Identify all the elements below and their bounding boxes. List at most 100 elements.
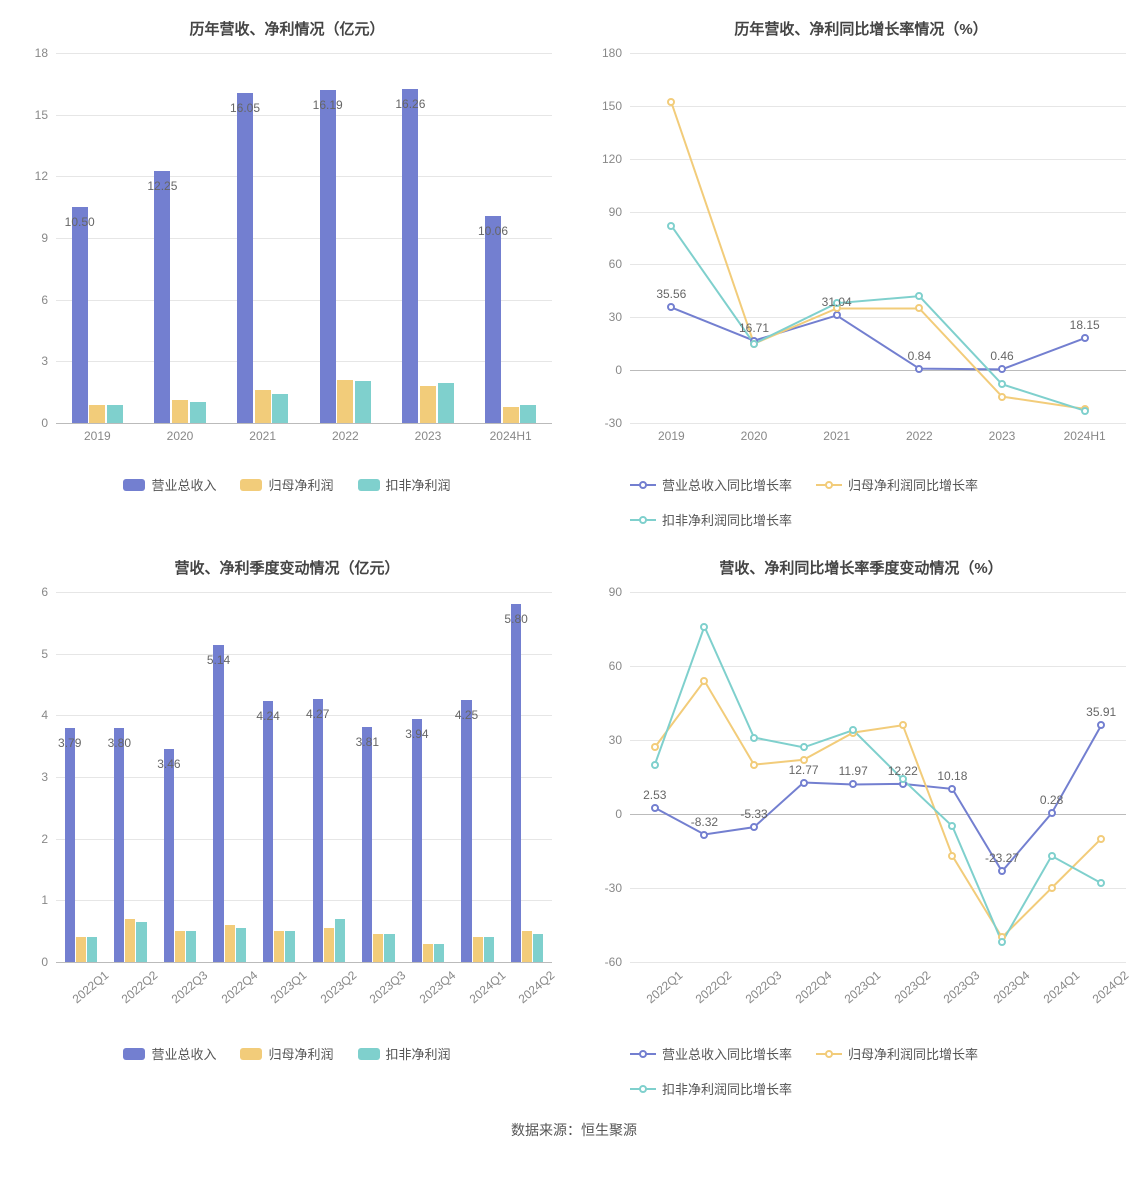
bar: [164, 749, 174, 962]
bar: [402, 89, 418, 423]
x-tick-label: 2020: [167, 429, 194, 443]
chart-panel-annual-growth: 历年营收、净利同比增长率情况（%）-3003060901201501802019…: [584, 10, 1138, 529]
line-marker: [1097, 835, 1105, 843]
value-label: 16.19: [313, 98, 343, 112]
bar: [313, 699, 323, 962]
value-label: 10.06: [478, 224, 508, 238]
bar: [237, 93, 253, 423]
value-label: -23.27: [985, 851, 1019, 865]
legend-item: 营业总收入同比增长率: [630, 1044, 792, 1063]
line-marker: [750, 823, 758, 831]
legend-item: 扣非净利润: [358, 1044, 451, 1063]
line-marker: [800, 779, 808, 787]
x-tick-label: 2022Q2: [693, 968, 735, 1006]
line-marker: [1048, 852, 1056, 860]
value-label: 0.46: [990, 349, 1013, 363]
bar: [511, 604, 521, 962]
x-tick-label: 2024Q1: [1040, 968, 1082, 1006]
legend-item: 归母净利润同比增长率: [816, 475, 978, 494]
bar: [324, 928, 334, 962]
bar: [373, 934, 383, 962]
line-marker: [998, 938, 1006, 946]
value-label: 12.77: [789, 763, 819, 777]
x-tick-label: 2023Q1: [268, 968, 310, 1006]
value-label: -5.33: [740, 807, 767, 821]
line-marker: [800, 743, 808, 751]
bar: [136, 922, 146, 962]
x-tick-label: 2021: [249, 429, 276, 443]
line-marker: [915, 304, 923, 312]
legend-label: 扣非净利润: [386, 1044, 451, 1063]
x-tick-label: 2020: [741, 429, 768, 443]
value-label: 12.22: [888, 764, 918, 778]
chart-panel-quarterly-revenue: 营收、净利季度变动情况（亿元）01234562022Q13.792022Q23.…: [10, 549, 564, 1098]
value-label: 11.97: [839, 764, 868, 778]
chart-panel-annual-revenue: 历年营收、净利情况（亿元）0369121518201910.50202012.2…: [10, 10, 564, 529]
legend-label: 归母净利润: [268, 1044, 333, 1063]
bar: [263, 701, 273, 962]
legend-label: 扣非净利润同比增长率: [662, 1079, 792, 1098]
legend-swatch: [630, 479, 656, 491]
x-tick-label: 2022Q3: [169, 968, 211, 1006]
value-label: 16.26: [395, 97, 425, 111]
line-marker: [700, 623, 708, 631]
legend-label: 归母净利润: [268, 475, 333, 494]
value-label: 3.79: [58, 736, 81, 750]
legend-label: 营业总收入: [151, 475, 216, 494]
x-tick-label: 2021: [823, 429, 850, 443]
x-tick-label: 2024Q2: [1090, 968, 1132, 1006]
line-marker: [750, 734, 758, 742]
legend: 营业总收入同比增长率 归母净利润同比增长率扣非净利润同比增长率: [584, 1044, 1138, 1098]
bar: [335, 919, 345, 962]
legend-item: 营业总收入同比增长率: [630, 475, 792, 494]
bar: [125, 919, 135, 962]
line-marker: [998, 867, 1006, 875]
bar: [320, 90, 336, 423]
line-marker: [849, 780, 857, 788]
line-marker: [1048, 884, 1056, 892]
legend-label: 归母净利润同比增长率: [848, 1044, 978, 1063]
value-label: 35.56: [656, 287, 686, 301]
x-tick-label: 2022Q1: [643, 968, 685, 1006]
line-marker: [915, 365, 923, 373]
bar: [337, 380, 353, 423]
bar: [423, 944, 433, 963]
bar: [225, 925, 235, 962]
legend-swatch: [630, 514, 656, 526]
bar: [355, 381, 371, 423]
bar: [213, 645, 223, 962]
x-tick-label: 2024H1: [1064, 429, 1106, 443]
x-tick-label: 2022Q4: [792, 968, 834, 1006]
line-marker: [833, 311, 841, 319]
value-label: 3.46: [157, 757, 180, 771]
bar: [438, 383, 454, 423]
legend: 营业总收入 归母净利润 扣非净利润: [10, 1044, 564, 1063]
value-label: 4.25: [455, 708, 478, 722]
bar: [72, 207, 88, 423]
x-tick-label: 2023Q3: [367, 968, 409, 1006]
legend-item: 营业总收入: [123, 475, 216, 494]
x-tick-label: 2022: [332, 429, 359, 443]
x-tick-label: 2022Q2: [119, 968, 161, 1006]
value-label: 3.94: [405, 727, 428, 741]
line-marker: [651, 761, 659, 769]
bar: [520, 405, 536, 424]
value-label: 35.91: [1086, 705, 1116, 719]
legend-swatch: [816, 1048, 842, 1060]
line-marker: [750, 340, 758, 348]
bar: [274, 931, 284, 962]
value-label: 0.28: [1040, 793, 1063, 807]
chart-title: 营收、净利季度变动情况（亿元）: [10, 557, 564, 578]
legend-label: 营业总收入: [151, 1044, 216, 1063]
line-marker: [651, 804, 659, 812]
legend: 营业总收入同比增长率归母净利润同比增长率扣非净利润同比增长率: [584, 475, 1138, 529]
legend-item: 扣非净利润同比增长率: [630, 1079, 792, 1098]
line-marker: [998, 380, 1006, 388]
bar: [461, 700, 471, 962]
bar: [190, 402, 206, 423]
value-label: 4.24: [256, 709, 279, 723]
legend-item: 归母净利润同比增长率: [816, 1044, 978, 1063]
value-label: 12.25: [147, 179, 177, 193]
line-marker: [1081, 407, 1089, 415]
bar: [503, 407, 519, 423]
